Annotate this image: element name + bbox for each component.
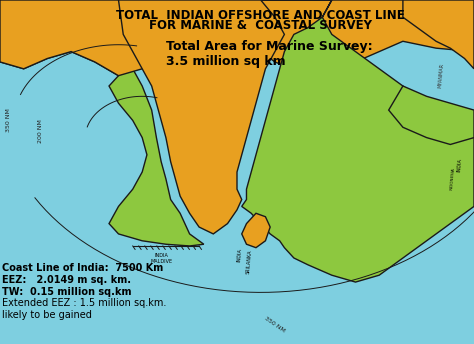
Text: 350 NM: 350 NM [6, 108, 11, 132]
Text: Coast Line of India:  7500 Km: Coast Line of India: 7500 Km [2, 263, 164, 273]
Polygon shape [0, 7, 204, 246]
Polygon shape [389, 86, 474, 144]
Text: INDIA: INDIA [456, 158, 463, 172]
Text: 350 NM: 350 NM [264, 316, 286, 334]
Polygon shape [403, 0, 474, 69]
Text: MALDIVE: MALDIVE [150, 259, 172, 264]
Polygon shape [242, 213, 270, 248]
Polygon shape [0, 0, 474, 76]
Text: INDONESIA: INDONESIA [450, 168, 456, 190]
Text: TOTAL  INDIAN OFFSHORE AND COAST LINE: TOTAL INDIAN OFFSHORE AND COAST LINE [116, 9, 405, 22]
Text: SRILANKA: SRILANKA [245, 249, 253, 274]
Polygon shape [118, 0, 284, 234]
Text: TW:  0.15 million sq.km: TW: 0.15 million sq.km [2, 287, 132, 297]
Text: FOR MARINE &  COASTAL SURVEY: FOR MARINE & COASTAL SURVEY [149, 19, 372, 32]
Text: Extended EEZ : 1.5 million sq.km.: Extended EEZ : 1.5 million sq.km. [2, 298, 167, 308]
Polygon shape [242, 0, 474, 282]
Text: INDIA: INDIA [154, 253, 168, 258]
Text: 200 NM: 200 NM [38, 119, 43, 143]
Polygon shape [0, 0, 95, 62]
Text: EEZ:   2.0149 m sq. km.: EEZ: 2.0149 m sq. km. [2, 275, 131, 285]
Text: MYANMAR: MYANMAR [437, 63, 445, 88]
Text: likely to be gained: likely to be gained [2, 310, 92, 320]
Text: INDIA: INDIA [236, 247, 243, 262]
Text: Total Area for Marine Survey:
3.5 million sq km: Total Area for Marine Survey: 3.5 millio… [166, 40, 373, 67]
